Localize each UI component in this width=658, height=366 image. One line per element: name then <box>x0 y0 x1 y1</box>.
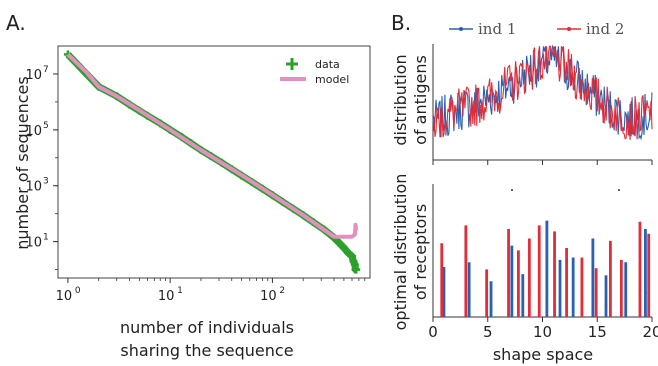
bottom-x-tick-label: 0 <box>428 323 438 341</box>
panel-a-plot-frame <box>57 45 371 279</box>
panel-b-bottom-ylabel-line1: optimal distribution <box>391 174 410 331</box>
y-tick-label: 10 <box>25 236 42 251</box>
data-band <box>65 51 359 274</box>
ind2-receptor-stem <box>619 259 623 317</box>
bottom-x-tick-label: 15 <box>588 323 607 341</box>
model-line <box>66 52 359 239</box>
ind1-receptor-stem <box>604 275 608 317</box>
panel-b-bottom-ylabel-line2: of receptors <box>411 204 430 300</box>
panel-b-top-ylabel-line1: distribution <box>391 54 410 145</box>
ind2-receptor-stem <box>537 225 541 317</box>
x-tick-exponent: 2 <box>279 286 285 296</box>
bottom-x-tick-label: 20 <box>642 323 658 341</box>
ind1-receptor-stem <box>558 259 562 317</box>
legend-ind2-marker <box>567 27 571 31</box>
panel-a-ylabel: number of sequences <box>13 76 32 249</box>
data-point <box>347 252 356 261</box>
legend-ind1-marker <box>459 27 463 31</box>
ind2-receptor-stem <box>608 240 612 317</box>
y-tick-exponent: 5 <box>43 121 49 131</box>
ind2-receptor-stem <box>565 247 568 317</box>
legend-data-label: data <box>315 58 340 71</box>
ind2-receptor-stem <box>647 233 651 317</box>
ind2-receptor-stem <box>485 269 489 317</box>
ind1-receptor-stem <box>467 262 471 317</box>
y-tick-exponent: 1 <box>43 233 49 243</box>
ind1-receptor-stem <box>591 238 595 317</box>
x-tick-label: 10 <box>158 289 175 304</box>
y-tick-label: 10 <box>25 124 42 139</box>
bottom-x-tick-label: 10 <box>533 323 552 341</box>
y-tick-label: 10 <box>25 68 42 83</box>
ind2-receptor-stem <box>527 238 531 317</box>
stray-dot <box>511 189 513 191</box>
ind1-receptor-stem <box>510 245 514 317</box>
panel-a-model-series <box>66 52 359 239</box>
ind1-receptor-stem <box>442 267 446 317</box>
panel-a-title: A. <box>6 11 26 35</box>
ind2-receptor-stem <box>440 243 444 317</box>
ind1-receptor-stem <box>545 220 549 317</box>
ind2-antigen-line <box>432 45 653 140</box>
ind2-receptor-stem <box>507 228 510 317</box>
y-tick-exponent: 7 <box>43 65 49 75</box>
legend-ind2-label: ind 2 <box>586 20 624 38</box>
panel-b-top-ylabel-line2: of antigens <box>411 55 430 145</box>
ind1-antigen-line <box>432 44 653 141</box>
data-point <box>339 243 348 252</box>
ind2-receptor-stem <box>464 225 468 317</box>
legend-data-marker <box>286 58 298 70</box>
x-tick-label: 10 <box>260 289 277 304</box>
stray-dot <box>618 189 620 191</box>
x-tick-exponent: 1 <box>177 286 183 296</box>
ind1-receptor-stem <box>644 228 647 317</box>
ind1-receptor-stem <box>489 281 493 317</box>
ind1-receptor-stem <box>521 274 525 317</box>
ind2-receptor-stem <box>553 231 556 317</box>
ind2-receptor-stem <box>517 250 520 317</box>
panel-a-xlabel-line2: sharing the sequence <box>120 341 293 360</box>
panel-b-xlabel: shape space <box>493 345 593 364</box>
ind1-receptor-stem <box>571 257 575 317</box>
panel-b-title: B. <box>391 11 411 35</box>
panel-b-legend: ind 1 ind 2 <box>449 20 624 38</box>
x-tick-label: 10 <box>56 289 73 304</box>
ind2-receptor-stem <box>594 268 598 317</box>
panel-a-legend: data model <box>280 58 349 86</box>
legend-ind1-label: ind 1 <box>478 20 516 38</box>
ind2-receptor-stem <box>638 221 642 317</box>
panel-b: B. ind 1 ind 2 distribution of antigens … <box>391 11 658 364</box>
data-point <box>352 265 361 274</box>
ind1-receptor-stem <box>624 262 628 317</box>
y-tick-exponent: 3 <box>43 177 49 187</box>
ind2-receptor-stem <box>580 257 584 317</box>
y-tick-label: 10 <box>25 180 42 195</box>
x-tick-exponent: 0 <box>75 286 81 296</box>
legend-model-label: model <box>315 73 349 86</box>
panel-a-xlabel-line1: number of individuals <box>120 318 294 337</box>
bottom-x-tick-label: 5 <box>483 323 493 341</box>
